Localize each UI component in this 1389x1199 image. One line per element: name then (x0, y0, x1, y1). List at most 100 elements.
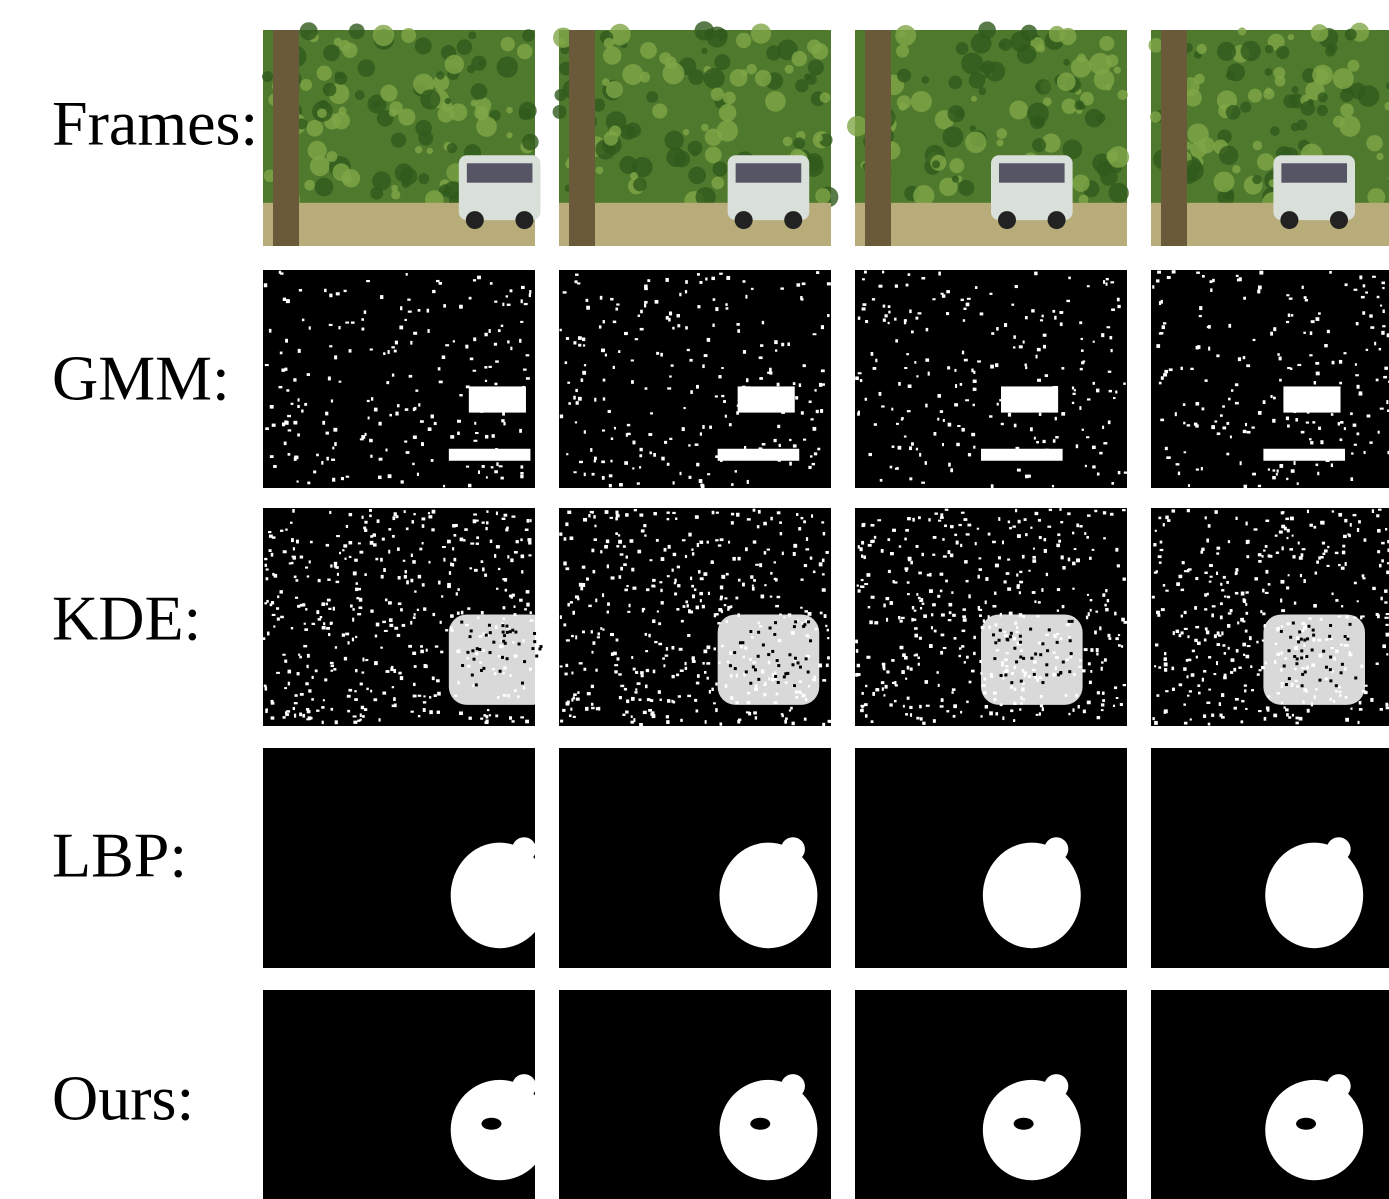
noise (560, 329, 562, 331)
noise (697, 273, 700, 276)
hole (1300, 649, 1303, 652)
noise (1123, 578, 1126, 581)
noise (1226, 581, 1229, 584)
row-label: LBP: (52, 820, 187, 891)
noise (601, 460, 605, 463)
noise (780, 532, 782, 535)
noise (1093, 382, 1095, 385)
noise (1013, 719, 1015, 722)
noise (1109, 390, 1112, 393)
noise (344, 657, 347, 661)
fg (512, 837, 536, 861)
noise (1241, 592, 1245, 596)
noise (1303, 332, 1306, 334)
noise (667, 518, 670, 520)
noise (601, 349, 605, 353)
noise (358, 542, 361, 544)
noise (735, 470, 737, 472)
noise (445, 344, 449, 346)
noise (322, 721, 324, 724)
noise (1343, 352, 1346, 354)
noise (822, 573, 825, 575)
leaf (315, 178, 334, 197)
noise (985, 705, 988, 709)
noise (593, 515, 595, 518)
noise (1377, 529, 1381, 533)
noise (400, 676, 403, 680)
noise (284, 687, 287, 689)
noise (478, 470, 480, 474)
noise (793, 382, 796, 385)
noise (988, 533, 991, 536)
noise (437, 711, 440, 714)
noise (1258, 560, 1262, 563)
noise (1381, 282, 1385, 285)
noise (1152, 596, 1155, 599)
noise (1122, 509, 1126, 511)
noise (929, 644, 933, 648)
noise (931, 613, 933, 616)
noise (866, 656, 870, 659)
noise (626, 556, 628, 559)
noise (774, 439, 777, 442)
noise (663, 664, 665, 667)
noise (674, 592, 677, 595)
noise (941, 613, 945, 616)
noise (803, 520, 806, 523)
noise (591, 703, 593, 706)
noise (1356, 385, 1359, 389)
noise (1172, 270, 1176, 273)
noise (721, 367, 724, 369)
hole (1300, 656, 1303, 659)
noise (339, 381, 342, 383)
noise (1228, 612, 1232, 614)
noise (1251, 426, 1254, 428)
noise (1111, 482, 1114, 485)
noise (910, 713, 912, 717)
noise (1383, 376, 1387, 379)
noise (1205, 627, 1208, 630)
noise (655, 300, 659, 304)
noise (618, 350, 620, 353)
noise (1090, 599, 1093, 601)
noise (641, 675, 644, 678)
noise (1011, 304, 1014, 306)
noise (825, 551, 828, 554)
noise (665, 278, 668, 282)
noise (918, 597, 921, 599)
noise (1219, 702, 1221, 706)
noise (605, 354, 607, 357)
noise (993, 605, 997, 608)
noise (404, 319, 407, 321)
noise (971, 433, 975, 436)
noise (333, 428, 337, 432)
noise (282, 654, 285, 656)
noise (914, 654, 916, 656)
noise (637, 482, 640, 484)
noise (498, 329, 501, 332)
noise (1019, 581, 1023, 584)
noise (393, 697, 396, 701)
noise (1004, 323, 1007, 327)
noise (652, 619, 655, 623)
noise (810, 557, 813, 560)
hole (1349, 623, 1352, 626)
noise (284, 368, 287, 371)
leaf (1150, 111, 1161, 122)
hole (1329, 656, 1332, 659)
noise (1365, 685, 1368, 687)
noise (891, 408, 893, 411)
noise (1152, 717, 1154, 720)
noise (925, 358, 929, 361)
noise (359, 598, 362, 602)
noise (519, 429, 522, 433)
noise (920, 607, 922, 610)
noise (1322, 542, 1325, 545)
noise (1299, 556, 1303, 559)
noise (700, 599, 702, 602)
noise (408, 645, 412, 648)
leaf (705, 147, 722, 164)
noise (581, 378, 584, 382)
leaf (956, 42, 969, 55)
noise (1317, 472, 1319, 476)
